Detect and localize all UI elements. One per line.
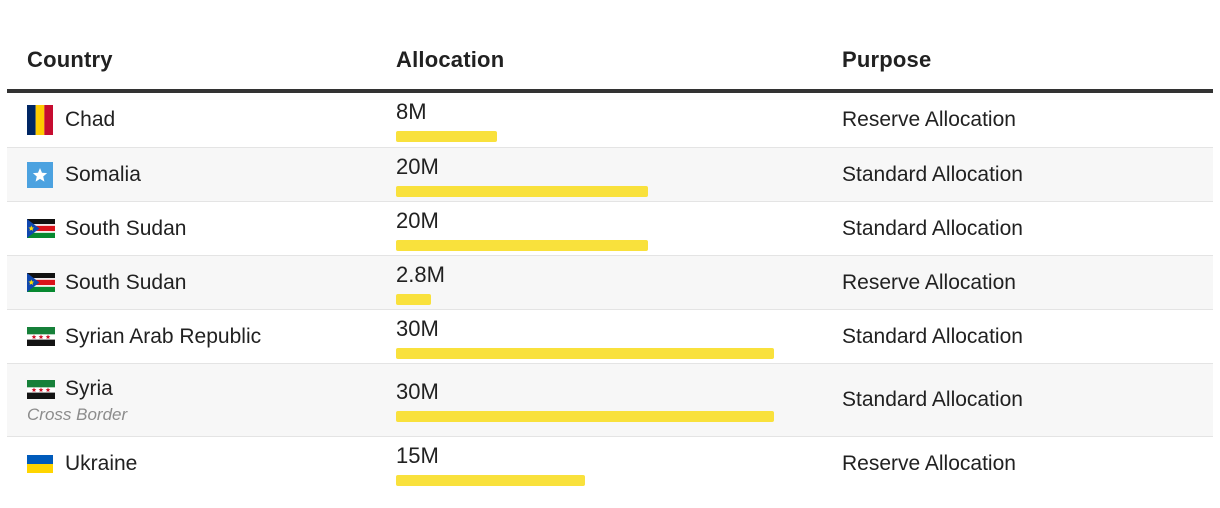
ukraine-flag-icon [27,454,55,473]
table-row: Syria Cross Border 30M Standard Allocati… [7,363,1213,436]
chad-flag-icon [27,105,55,135]
purpose-cell: Standard Allocation [842,216,1023,240]
country-name: South Sudan [65,270,187,294]
country-cell: South Sudan [27,268,396,298]
country-name: Syrian Arab Republic [65,324,262,348]
allocation-amount: 30M [396,315,439,341]
allocation-amount: 20M [396,207,439,233]
country-cell: Chad [27,105,396,135]
purpose-cell: Standard Allocation [842,324,1023,348]
allocation-bar [396,474,585,486]
allocation-cell: 20M [396,207,842,251]
table-row: South Sudan 20M Standard Allocation [7,201,1213,255]
country-name: Somalia [65,162,141,186]
allocation-table-body: Chad 8M Reserve Allocation Somalia 20M S… [7,93,1213,490]
allocation-cell: 20M [396,153,842,197]
allocation-amount: 8M [396,99,427,124]
purpose-cell: Reserve Allocation [842,108,1016,131]
allocation-bar [396,239,648,251]
country-subtitle: Cross Border [27,405,128,424]
allocation-cell: 30M [396,378,842,422]
allocation-bar [396,185,648,197]
country-cell: Syrian Arab Republic [27,322,396,352]
column-header-purpose: Purpose [842,47,932,72]
country-name: Ukraine [65,451,138,475]
purpose-cell: Reserve Allocation [842,451,1016,475]
country-cell: Syria Cross Border [27,374,396,426]
country-name: Chad [65,108,116,131]
allocation-amount: 20M [396,153,439,179]
purpose-cell: Standard Allocation [842,162,1023,186]
table-row: Somalia 20M Standard Allocation [7,147,1213,201]
column-header-country: Country [27,47,113,72]
somalia-flag-icon [27,161,55,188]
allocation-amount: 15M [396,442,439,468]
purpose-cell: Standard Allocation [842,388,1023,411]
country-name: Syria [65,377,113,400]
allocation-cell: 15M [396,442,842,486]
table-row: Syrian Arab Republic 30M Standard Alloca… [7,309,1213,363]
syria-revolution-flag-icon [27,379,55,399]
allocation-cell: 8M [396,98,842,142]
country-cell: Somalia [27,160,396,190]
allocation-cell: 2.8M [396,261,842,305]
allocation-bar [396,293,431,305]
table-header-row: Country Allocation Purpose [7,0,1213,93]
country-cell: Ukraine [27,449,396,479]
allocation-cell: 30M [396,315,842,359]
allocation-bar [396,131,497,142]
south-sudan-flag-icon [27,219,55,238]
allocation-bar [396,347,774,359]
table-row: Ukraine 15M Reserve Allocation [7,436,1213,490]
allocation-bar [396,411,774,422]
allocation-amount: 2.8M [396,261,445,287]
column-header-allocation: Allocation [396,47,505,72]
purpose-cell: Reserve Allocation [842,270,1016,294]
country-name: South Sudan [65,216,187,240]
syria-revolution-flag-icon [27,327,55,346]
allocation-table: Country Allocation Purpose Chad 8M Reser… [7,0,1213,490]
country-cell: South Sudan [27,214,396,244]
table-row: Chad 8M Reserve Allocation [7,93,1213,147]
south-sudan-flag-icon [27,273,55,292]
allocation-amount: 30M [396,379,439,404]
table-row: South Sudan 2.8M Reserve Allocation [7,255,1213,309]
